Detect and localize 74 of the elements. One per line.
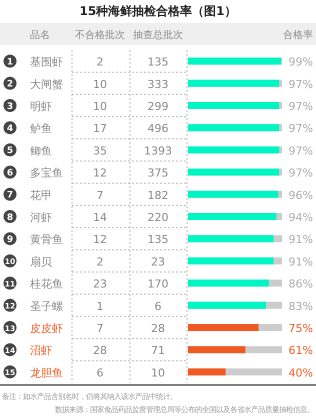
data-label: 135	[148, 233, 168, 246]
data-label: 12	[93, 233, 107, 246]
data-label: 40%	[288, 366, 313, 380]
data-label: 333	[148, 78, 168, 91]
data-label: 14	[93, 211, 107, 224]
data-label: 94%	[288, 211, 313, 224]
data-label: 97%	[288, 100, 313, 113]
data-label: 86%	[288, 278, 313, 291]
y-tick-label: 鲈鱼	[30, 122, 52, 136]
y-tick-label: 皮皮虾	[30, 322, 63, 335]
y2-tick-label: 6	[6, 168, 14, 178]
y-tick-label: 桂花鱼	[29, 278, 63, 291]
y-tick-label: 花甲	[30, 188, 52, 202]
data-label: 97%	[288, 122, 313, 136]
y2-tick-label: 5	[6, 146, 14, 156]
data-label: 375	[148, 166, 168, 180]
data-label: 23	[151, 255, 165, 268]
data-label: 71	[151, 344, 165, 358]
y2-tick-label: 7	[6, 190, 14, 201]
y-tick-label: 鲫鱼	[30, 144, 52, 158]
x-tick-label: 抽查总批次	[133, 29, 183, 41]
y-axis-title: 品名	[30, 29, 50, 41]
data-label: 23	[93, 278, 107, 291]
y-tick-label: 沼虾	[30, 344, 52, 358]
x-tick-label: 不合格批次	[75, 29, 125, 41]
data-label: 10	[151, 366, 165, 380]
data-label: 10	[93, 78, 107, 91]
data-label: 91%	[288, 255, 313, 268]
x-axis-title: 合格率	[283, 29, 313, 41]
y-tick-label: 大闸蟹	[30, 78, 63, 91]
y-tick-label: 基围虾	[30, 56, 63, 69]
data-label: 182	[148, 188, 168, 202]
chart-title: 15种海鲜抽检合格率（图1）	[79, 4, 237, 18]
y-tick-label: 黄骨鱼	[30, 233, 63, 246]
data-label: 97%	[288, 78, 313, 91]
y-tick-label: 龙胆鱼	[30, 366, 63, 380]
data-label: 135	[148, 56, 168, 69]
data-label: 12	[93, 166, 107, 180]
data-label: 28	[93, 344, 107, 358]
data-label: 6	[96, 366, 104, 380]
data-label: 2	[96, 56, 104, 69]
data-label: 83%	[288, 300, 313, 313]
data-label: 28	[151, 322, 165, 335]
y2-tick-label: 1	[6, 57, 14, 68]
data-label: 7	[96, 188, 104, 202]
y-tick-label: 明虾	[30, 100, 52, 113]
data-label: 299	[148, 100, 168, 113]
data-label: 7	[96, 322, 104, 335]
data-label: 96%	[288, 188, 313, 202]
y2-tick-label: 4	[6, 124, 14, 134]
y-tick-label: 河虾	[30, 211, 52, 224]
y2-tick-label: 2	[6, 80, 14, 90]
y-tick-label: 多宝鱼	[30, 166, 63, 180]
data-label: 6	[154, 300, 162, 313]
data-label: 17	[93, 122, 107, 136]
data-label: 2	[96, 255, 104, 268]
data-label: 61%	[288, 344, 313, 358]
data-label: 496	[148, 122, 168, 136]
data-label: 1	[96, 300, 104, 313]
y2-tick-label: 3	[6, 102, 14, 112]
data-label: 35	[93, 144, 107, 158]
data-label: 1393	[144, 144, 172, 158]
data-label: 91%	[288, 233, 313, 246]
data-label: 97%	[288, 166, 313, 180]
y-tick-label: 扇贝	[30, 255, 52, 268]
y-tick-label: 圣子螺	[30, 300, 63, 313]
data-label: 97%	[288, 144, 313, 158]
data-label: 99%	[288, 56, 313, 69]
data-label: 10	[93, 100, 107, 113]
y2-tick-label: 8	[6, 212, 14, 223]
data-label: 170	[148, 278, 168, 291]
data-label: 75%	[288, 322, 313, 335]
y2-tick-label: 9	[6, 235, 14, 245]
data-label: 220	[148, 211, 168, 224]
